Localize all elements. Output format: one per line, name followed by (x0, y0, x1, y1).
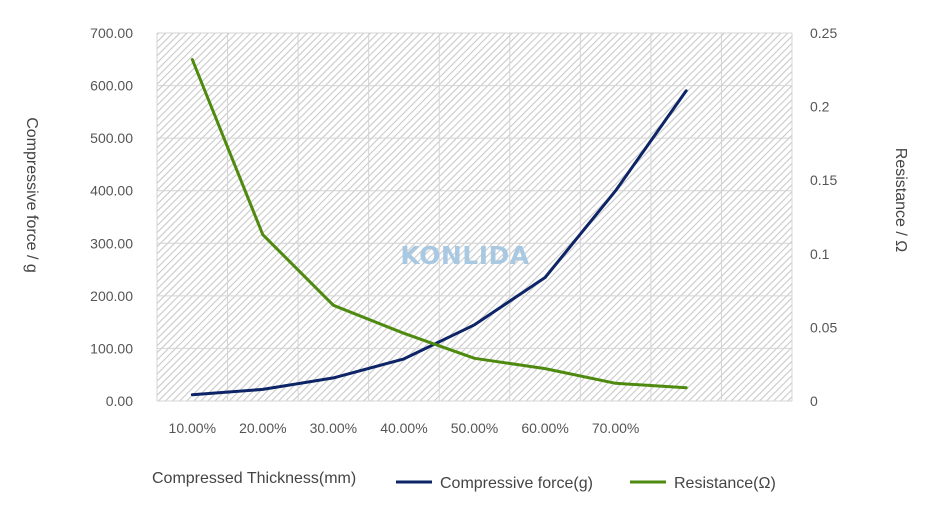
y-tick-label-left: 600.00 (90, 78, 133, 94)
legend-label-compressive-force: Compressive force(g) (440, 475, 593, 492)
y-tick-label-right: 0.2 (810, 99, 830, 115)
legend-label-resistance: Resistance(Ω) (674, 475, 776, 492)
x-axis-title: Compressed Thickness(mm) (152, 470, 356, 487)
x-tick-label: 50.00% (451, 420, 498, 436)
right-axis: 0 0.05 0.1 0.15 0.2 0.25 (810, 25, 837, 409)
x-tick-label: 20.00% (239, 420, 286, 436)
series-group (190, 58, 688, 397)
series-line-compressive-force (190, 89, 688, 397)
y-tick-label-left: 0.00 (106, 393, 133, 409)
y-axis-title-right: Resistance / Ω (892, 148, 909, 252)
y-tick-label-right: 0.1 (810, 246, 830, 262)
y-tick-label-right: 0 (810, 393, 818, 409)
y-tick-label-left: 200.00 (90, 288, 133, 304)
x-tick-label: 10.00% (169, 420, 216, 436)
x-axis: 10.00% 20.00% 30.00% 40.00% 50.00% 60.00% 70.0… (169, 420, 640, 436)
x-tick-label: 70.00% (592, 420, 639, 436)
x-tick-label: 40.00% (380, 420, 427, 436)
y-tick-label-left: 500.00 (90, 130, 133, 146)
y-tick-label-left: 700.00 (90, 25, 133, 41)
watermark: KONLIDA (400, 241, 529, 270)
y-axis-title-left: Compressive force / g (23, 117, 40, 273)
x-tick-label: 30.00% (310, 420, 357, 436)
left-axis: 0.00 100.00 200.00 300.00 400.00 500.00 600.00… (90, 25, 133, 409)
x-tick-label: 60.00% (521, 420, 568, 436)
series-line-resistance (190, 58, 688, 390)
y-tick-label-right: 0.25 (810, 25, 837, 41)
y-tick-label-right: 0.15 (810, 172, 837, 188)
y-tick-label-right: 0.05 (810, 319, 837, 335)
y-tick-label-left: 300.00 (90, 235, 133, 251)
y-tick-label-left: 100.00 (90, 340, 133, 356)
plot-area (157, 33, 792, 401)
legend: Compressive force(g) Resistance(Ω) (396, 475, 776, 492)
y-tick-label-left: 400.00 (90, 183, 133, 199)
grid (156, 32, 793, 402)
